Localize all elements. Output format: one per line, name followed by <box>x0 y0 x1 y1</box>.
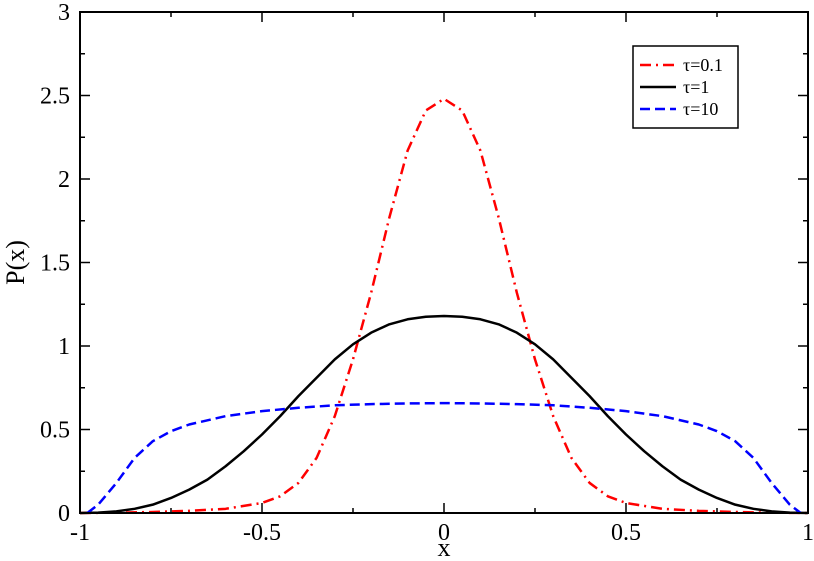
series-layer <box>79 97 809 515</box>
y-tick-label: 1.5 <box>40 251 70 277</box>
x-tick-label: 0.5 <box>611 520 641 546</box>
x-tick-label: -0.5 <box>243 520 281 546</box>
axis-ticks <box>79 11 809 514</box>
y-tick-label: 0 <box>58 501 70 527</box>
x-axis-title: x <box>438 533 451 561</box>
y-axis-title: P(x) <box>1 240 30 285</box>
y-tick-label: 2 <box>58 167 70 193</box>
series-line-2 <box>79 314 809 515</box>
y-tick-label: 0.5 <box>40 418 70 444</box>
x-tick-label: 1 <box>802 520 814 546</box>
x-tick-label: 0 <box>438 520 450 546</box>
legend-label: τ=0.1 <box>683 55 723 75</box>
legend: τ=0.1τ=1τ=10 <box>632 45 739 129</box>
y-tick-label: 3 <box>58 0 70 26</box>
legend-label: τ=10 <box>683 99 718 119</box>
series-line-1 <box>79 97 809 515</box>
x-tick-label: -1 <box>70 520 90 546</box>
y-tick-label: 1 <box>58 334 70 360</box>
tick-labels: -1 -0.5 0 0.5 1 0 0.5 1 1.5 2 2.5 3 <box>40 0 814 546</box>
series-line-3 <box>86 401 802 514</box>
legend-label: τ=1 <box>683 77 709 97</box>
y-tick-label: 2.5 <box>40 84 70 110</box>
